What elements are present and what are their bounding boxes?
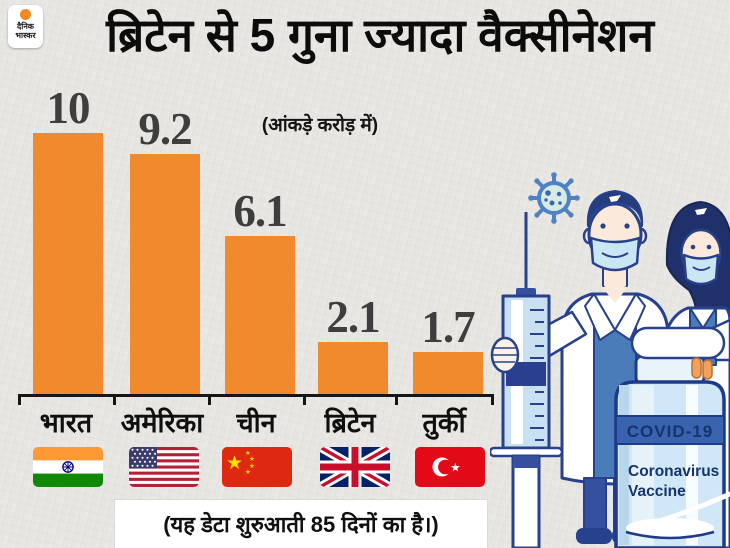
bar-value-turkey: 1.7 bbox=[421, 302, 475, 353]
svg-text:★: ★ bbox=[245, 468, 251, 476]
category-label-turkey: तुर्की bbox=[422, 408, 466, 438]
bar-group-china: 6.1 bbox=[225, 62, 295, 397]
china-flag-icon: ★ ★★★★ bbox=[222, 447, 292, 487]
swoosh-highlight bbox=[633, 491, 730, 531]
logo-sun-icon bbox=[20, 9, 31, 20]
category-label-usa: अमेरिका bbox=[120, 408, 204, 438]
axis-tick bbox=[303, 394, 306, 405]
bar-value-china: 6.1 bbox=[233, 186, 287, 237]
category-label-china: चीन bbox=[236, 408, 276, 438]
bar-britain bbox=[318, 342, 388, 397]
bar-group-britain: 2.1 bbox=[318, 62, 388, 397]
svg-text:★: ★ bbox=[249, 462, 255, 470]
syringe-icon bbox=[490, 212, 588, 548]
bar-china bbox=[225, 236, 295, 397]
india-flag-icon bbox=[33, 447, 103, 487]
footnote-box: (यह डेटा शुरुआती 85 दिनों का है।) bbox=[115, 500, 487, 548]
uk-flag-icon bbox=[320, 447, 390, 487]
axis-tick bbox=[395, 394, 398, 405]
category-label-india: भारत bbox=[39, 408, 93, 438]
bar-turkey bbox=[413, 352, 483, 397]
bar-value-britain: 2.1 bbox=[326, 292, 380, 343]
logo-text-line1: दैनिक bbox=[17, 22, 34, 31]
category-label-britain: ब्रिटेन bbox=[324, 408, 376, 438]
svg-text:★: ★ bbox=[450, 461, 461, 475]
usa-flag-icon bbox=[129, 447, 199, 487]
coronavirus-icon bbox=[528, 172, 580, 224]
bottle-label-line2: Vaccine bbox=[628, 483, 686, 500]
svg-text:★: ★ bbox=[245, 449, 251, 457]
doctors-vaccine-illustration: COVID-19 Coronavirus Vaccine bbox=[490, 172, 730, 548]
bottle-band-text: COVID-19 bbox=[627, 422, 713, 441]
axis-tick bbox=[208, 394, 211, 405]
unit-note: (आंकड़े करोड़ में) bbox=[261, 115, 379, 136]
bar-india bbox=[33, 133, 103, 397]
female-doctor-arm bbox=[630, 318, 730, 380]
x-axis-line bbox=[18, 394, 494, 397]
bar-usa bbox=[130, 154, 200, 397]
bar-value-usa: 9.2 bbox=[138, 104, 192, 155]
bar-group-usa: 9.2 bbox=[130, 62, 200, 397]
bar-group-turkey: 1.7 bbox=[413, 62, 483, 397]
axis-tick bbox=[113, 394, 116, 405]
bar-group-india: 10 bbox=[33, 62, 103, 397]
bar-value-india: 10 bbox=[46, 83, 91, 134]
svg-text:★: ★ bbox=[249, 455, 255, 463]
footnote-text: (यह डेटा शुरुआती 85 दिनों का है।) bbox=[163, 512, 439, 537]
turkey-flag-icon: ★ bbox=[415, 447, 485, 487]
axis-tick bbox=[491, 394, 494, 405]
logo-text-line2: भास्कर bbox=[15, 31, 36, 40]
bottle-label-line1: Coronavirus bbox=[628, 463, 719, 480]
page-title: ब्रिटेन से 5 गुना ज्यादा वैक्सीनेशन bbox=[106, 9, 654, 61]
axis-tick bbox=[18, 394, 21, 405]
svg-text:★: ★ bbox=[226, 452, 243, 474]
dainik-bhaskar-logo: दैनिक भास्कर bbox=[8, 5, 43, 48]
vaccine-bottle: COVID-19 Coronavirus Vaccine bbox=[614, 354, 726, 548]
